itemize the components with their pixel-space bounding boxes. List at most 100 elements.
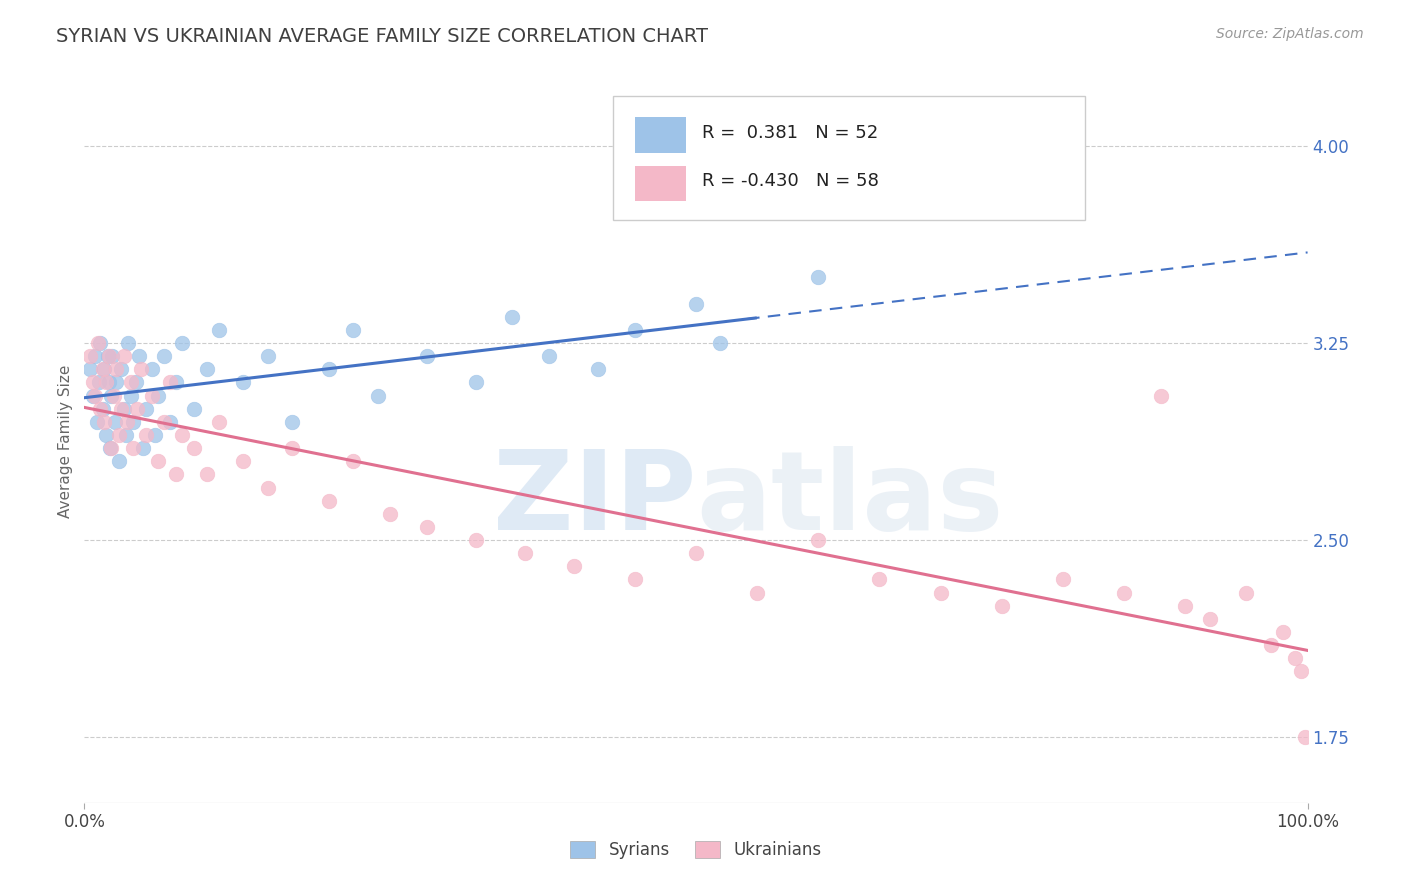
Point: [117, 336, 139, 351]
Point: [79, 362, 101, 376]
Point: [183, 441, 205, 455]
Point: [1198, 612, 1220, 626]
Point: [105, 362, 128, 376]
Point: [101, 349, 124, 363]
Point: [93, 415, 115, 429]
Text: R = -0.430   N = 58: R = -0.430 N = 58: [702, 172, 879, 190]
Point: [624, 573, 647, 587]
Point: [96, 428, 118, 442]
Point: [1236, 585, 1258, 599]
Point: [208, 415, 231, 429]
Point: [464, 376, 486, 390]
Point: [929, 585, 952, 599]
Point: [281, 415, 304, 429]
Point: [120, 388, 142, 402]
Point: [82, 376, 104, 390]
Point: [87, 376, 110, 390]
Point: [125, 401, 148, 416]
Point: [464, 533, 486, 547]
Point: [807, 270, 830, 285]
Point: [82, 388, 104, 402]
Point: [153, 349, 176, 363]
Point: [318, 362, 340, 376]
Y-axis label: Average Family Size: Average Family Size: [58, 365, 73, 518]
Point: [110, 401, 132, 416]
Point: [747, 585, 769, 599]
Point: [208, 323, 231, 337]
Point: [281, 441, 304, 455]
Point: [100, 441, 122, 455]
Point: [991, 599, 1014, 613]
Point: [89, 336, 111, 351]
Point: [869, 573, 891, 587]
Point: [232, 454, 254, 468]
Point: [86, 415, 108, 429]
Point: [257, 349, 280, 363]
Point: [143, 428, 166, 442]
Point: [105, 376, 128, 390]
Point: [128, 349, 150, 363]
Point: [165, 467, 187, 482]
Point: [141, 388, 163, 402]
Point: [232, 376, 254, 390]
Point: [416, 349, 439, 363]
Point: [1150, 388, 1173, 402]
Point: [342, 454, 364, 468]
Point: [807, 533, 830, 547]
Point: [1284, 651, 1306, 665]
Point: [159, 415, 181, 429]
Point: [91, 362, 114, 376]
Point: [709, 336, 731, 351]
Point: [586, 362, 609, 376]
Point: [91, 401, 114, 416]
Text: R =  0.381   N = 52: R = 0.381 N = 52: [702, 124, 879, 142]
Point: [115, 415, 138, 429]
Point: [1052, 573, 1074, 587]
Point: [257, 481, 280, 495]
Point: [132, 441, 155, 455]
Text: Source: ZipAtlas.com: Source: ZipAtlas.com: [1216, 27, 1364, 41]
FancyBboxPatch shape: [636, 166, 686, 201]
Point: [367, 388, 389, 402]
Point: [538, 349, 561, 363]
Point: [87, 336, 110, 351]
Point: [1260, 638, 1282, 652]
Point: [159, 376, 181, 390]
Point: [135, 401, 157, 416]
Point: [79, 349, 101, 363]
FancyBboxPatch shape: [636, 117, 686, 153]
Point: [84, 349, 107, 363]
Point: [84, 388, 107, 402]
Point: [103, 388, 125, 402]
Point: [100, 388, 122, 402]
Point: [97, 376, 120, 390]
Point: [112, 349, 135, 363]
Point: [153, 415, 176, 429]
Point: [1294, 730, 1316, 744]
Point: [685, 546, 707, 560]
Point: [122, 415, 145, 429]
Point: [380, 507, 402, 521]
Point: [125, 376, 148, 390]
Point: [141, 362, 163, 376]
Point: [93, 362, 115, 376]
Point: [115, 428, 138, 442]
Point: [104, 415, 127, 429]
Point: [107, 428, 129, 442]
Point: [513, 546, 536, 560]
Point: [685, 296, 707, 310]
Point: [107, 454, 129, 468]
Point: [129, 362, 152, 376]
Point: [122, 441, 145, 455]
Point: [416, 520, 439, 534]
Text: SYRIAN VS UKRAINIAN AVERAGE FAMILY SIZE CORRELATION CHART: SYRIAN VS UKRAINIAN AVERAGE FAMILY SIZE …: [56, 27, 709, 45]
Point: [1174, 599, 1197, 613]
Text: ZIP: ZIP: [492, 446, 696, 553]
Point: [183, 401, 205, 416]
Point: [562, 559, 585, 574]
Point: [112, 401, 135, 416]
Point: [172, 336, 194, 351]
Point: [1291, 665, 1313, 679]
Legend: Syrians, Ukrainians: Syrians, Ukrainians: [571, 841, 821, 860]
Point: [89, 401, 111, 416]
